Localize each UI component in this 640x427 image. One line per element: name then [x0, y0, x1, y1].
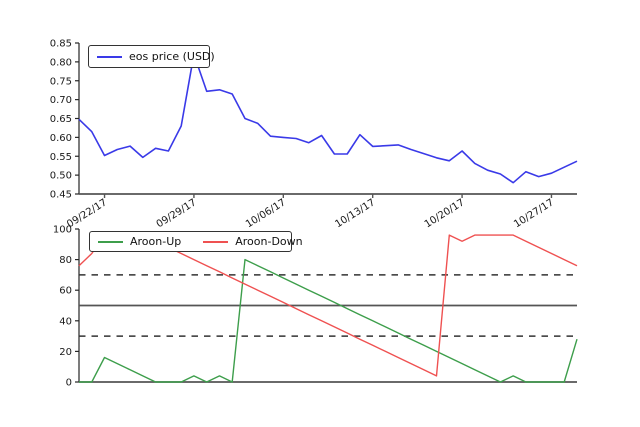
- price-line-swatch: [97, 55, 122, 58]
- y-tick-label-aroon: 0: [66, 378, 72, 389]
- y-tick-label-aroon: 100: [53, 225, 72, 236]
- y-tick-label-price: 0.75: [50, 76, 72, 87]
- price-legend-label: eos price (USD): [129, 50, 215, 63]
- y-tick-label-price: 0.80: [50, 57, 72, 68]
- x-tick-label-date: 10/13/17: [333, 197, 377, 230]
- aroon-up-line: [79, 258, 578, 383]
- eos-price-usd--line: [78, 53, 578, 184]
- y-tick-label-aroon: 60: [59, 286, 72, 297]
- x-tick-label-date: 09/29/17: [155, 197, 199, 230]
- price-legend-item: eos price (USD): [97, 51, 215, 62]
- aroon-up-line-swatch: [98, 240, 123, 243]
- y-tick-label-price: 0.50: [50, 171, 72, 182]
- x-tick-label-date: 10/06/17: [244, 197, 288, 230]
- aroon-legend: Aroon-Up Aroon-Down: [89, 231, 303, 252]
- y-tick-label-price: 0.60: [50, 133, 72, 144]
- aroon-down-legend-label: Aroon-Down: [235, 235, 303, 248]
- price-legend: eos price (USD): [88, 45, 215, 68]
- x-tick-label-date: 10/20/17: [423, 197, 467, 230]
- aroon-down-legend-item: Aroon-Down: [203, 235, 303, 248]
- y-tick-label-price: 0.65: [50, 114, 72, 125]
- y-tick-label-price: 0.45: [50, 190, 72, 201]
- y-tick-label-price: 0.70: [50, 95, 72, 106]
- aroon-up-legend-item: Aroon-Up: [98, 236, 181, 247]
- x-tick-label-date: 10/27/17: [512, 197, 556, 230]
- y-tick-label-aroon: 40: [59, 316, 72, 327]
- aroon-down-line-swatch: [203, 240, 229, 243]
- y-tick-label-aroon: 20: [59, 347, 72, 358]
- y-tick-label-price: 0.85: [50, 39, 72, 50]
- aroon-up-legend-label: Aroon-Up: [130, 235, 182, 248]
- y-tick-label-price: 0.55: [50, 152, 72, 163]
- y-tick-label-aroon: 80: [59, 255, 72, 266]
